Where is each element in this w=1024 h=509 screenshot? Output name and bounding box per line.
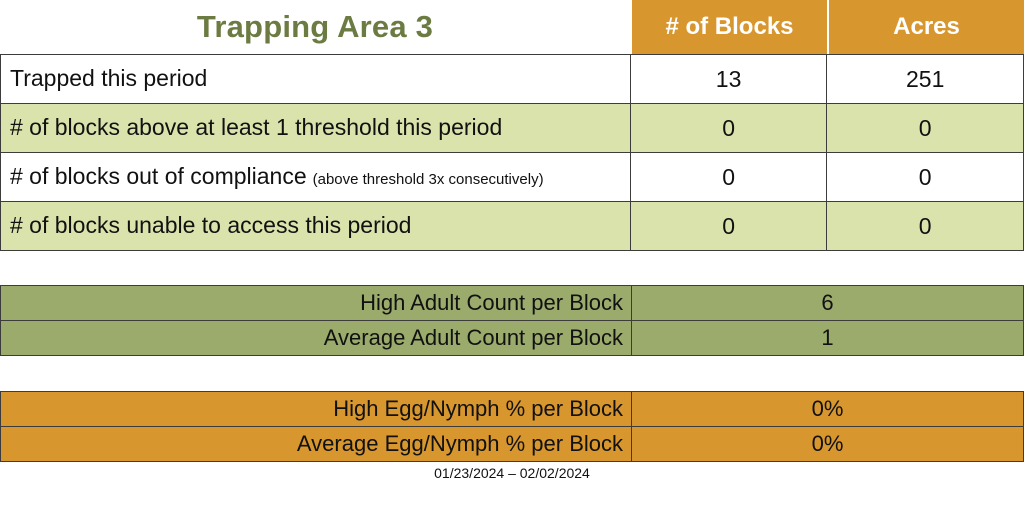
report-header: Trapping Area 3 # of Blocks Acres (0, 0, 1024, 54)
header-divider (827, 0, 829, 54)
table-row: Average Egg/Nymph % per Block 0% (1, 426, 1023, 461)
table-row: High Adult Count per Block 6 (1, 286, 1023, 320)
blocks-value: 0 (629, 104, 827, 152)
row-label-text: # of blocks out of compliance (10, 163, 307, 189)
acres-value: 0 (826, 104, 1023, 152)
summary-table: Trapped this period 13 251 # of blocks a… (0, 54, 1024, 251)
blocks-value: 0 (629, 202, 827, 250)
acres-value: 0 (826, 202, 1023, 250)
column-header-blocks: # of Blocks (632, 0, 827, 54)
row-label: # of blocks unable to access this period (1, 202, 630, 250)
title-cell: Trapping Area 3 (0, 0, 630, 54)
table-row: High Egg/Nymph % per Block 0% (1, 392, 1023, 426)
row-label: # of blocks above at least 1 threshold t… (1, 104, 630, 152)
acres-value: 251 (826, 55, 1023, 103)
blocks-value: 13 (629, 55, 827, 103)
row-label-text: # of blocks above at least 1 threshold t… (10, 114, 503, 140)
row-label-text: Trapped this period (10, 65, 208, 91)
spacer (0, 356, 1024, 391)
row-label: # of blocks out of compliance (above thr… (1, 153, 630, 201)
table-row: # of blocks above at least 1 threshold t… (1, 103, 1023, 152)
header-divider (630, 0, 632, 54)
row-value: 0% (631, 392, 1023, 426)
row-value: 6 (631, 286, 1023, 320)
table-row: Average Adult Count per Block 1 (1, 320, 1023, 355)
acres-value: 0 (826, 153, 1023, 201)
blocks-value: 0 (629, 153, 827, 201)
row-label: High Egg/Nymph % per Block (333, 396, 623, 421)
row-value: 0% (631, 427, 1023, 461)
table-row: Trapped this period 13 251 (1, 55, 1023, 103)
date-range: 01/23/2024 – 02/02/2024 (434, 465, 590, 481)
column-header-acres: Acres (829, 0, 1024, 54)
row-label: Trapped this period (1, 55, 630, 103)
egg-nymph-table: High Egg/Nymph % per Block 0% Average Eg… (0, 391, 1024, 462)
spacer (0, 251, 1024, 285)
adult-count-table: High Adult Count per Block 6 Average Adu… (0, 285, 1024, 356)
row-label: High Adult Count per Block (360, 290, 623, 315)
row-label-text: # of blocks unable to access this period (10, 212, 412, 238)
row-value: 1 (631, 321, 1023, 355)
table-row: # of blocks out of compliance (above thr… (1, 152, 1023, 201)
row-label: Average Adult Count per Block (323, 325, 623, 350)
page-title: Trapping Area 3 (196, 9, 434, 44)
row-label: Average Egg/Nymph % per Block (296, 431, 623, 456)
table-row: # of blocks unable to access this period… (1, 201, 1023, 250)
row-label-note: (above threshold 3x consecutively) (312, 171, 544, 188)
